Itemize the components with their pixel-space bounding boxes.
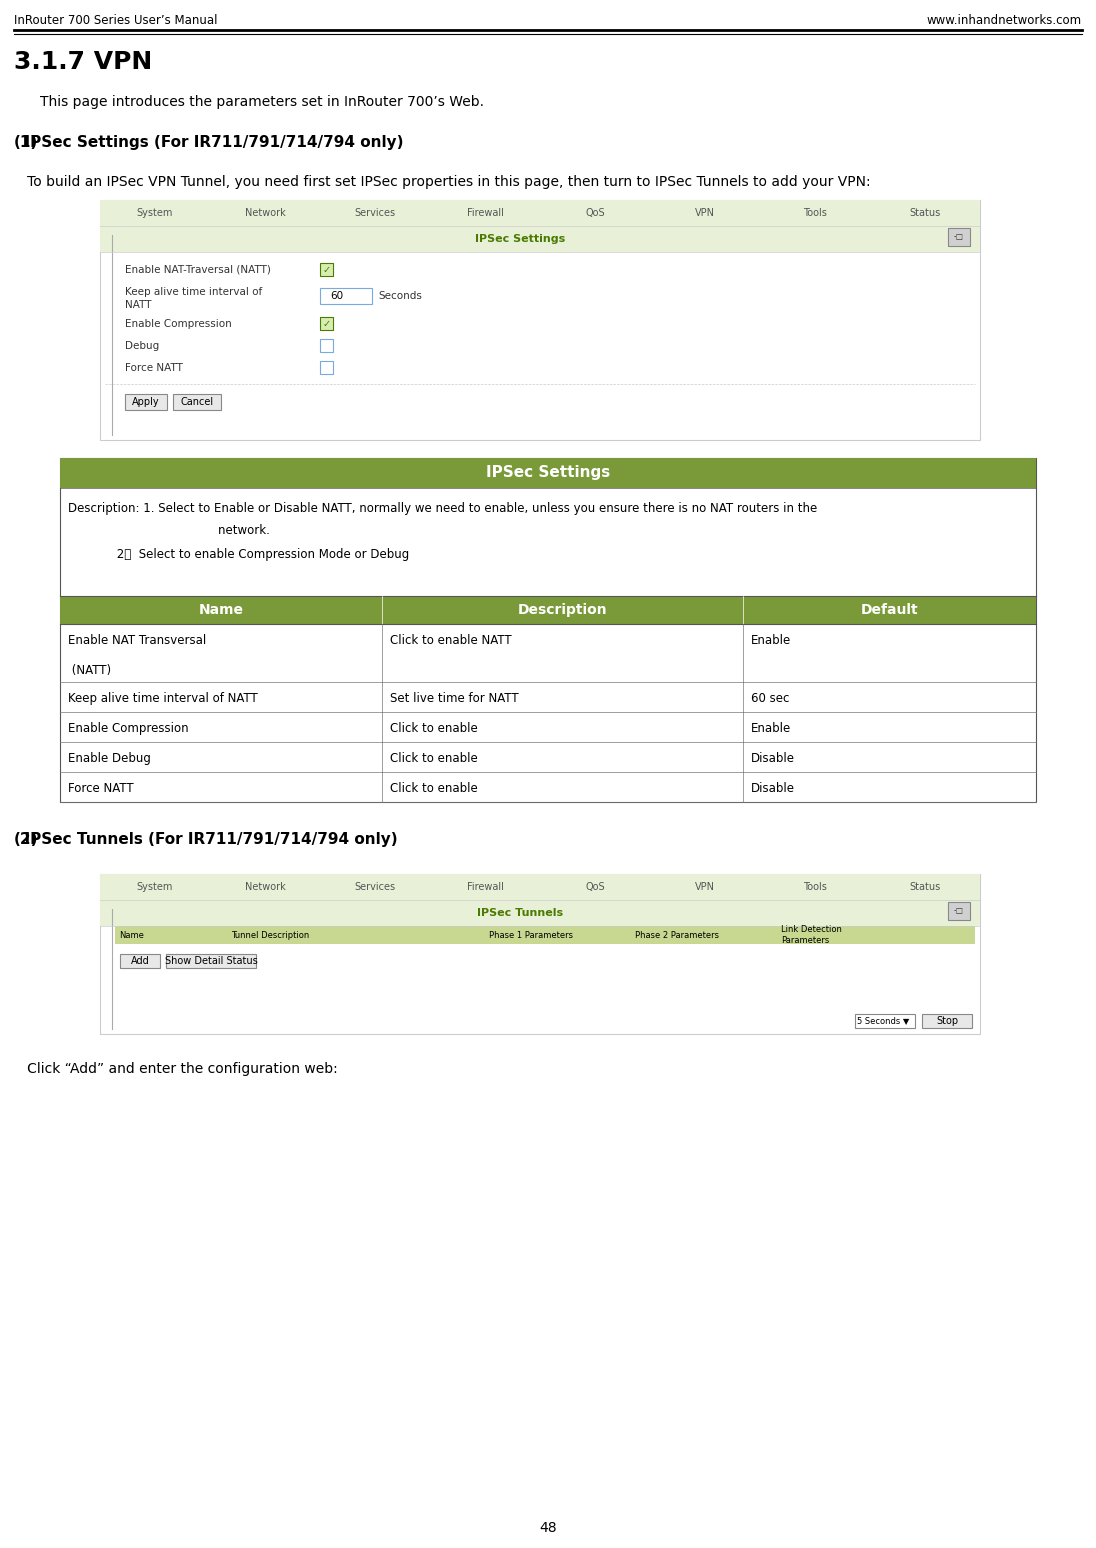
FancyBboxPatch shape — [320, 339, 333, 351]
Text: Keep alive time interval of NATT: Keep alive time interval of NATT — [68, 692, 258, 704]
Text: Tools: Tools — [803, 882, 827, 892]
FancyBboxPatch shape — [100, 899, 980, 926]
Text: Seconds: Seconds — [378, 291, 422, 300]
Text: Status: Status — [910, 207, 940, 218]
Text: Show Detail Status: Show Detail Status — [164, 957, 258, 966]
FancyBboxPatch shape — [100, 875, 980, 1034]
Text: Phase 2 Parameters: Phase 2 Parameters — [635, 930, 719, 940]
Text: Force NATT: Force NATT — [68, 782, 134, 796]
Text: To build an IPSec VPN Tunnel, you need first set IPSec properties in this page, : To build an IPSec VPN Tunnel, you need f… — [14, 175, 870, 189]
FancyBboxPatch shape — [60, 458, 1036, 488]
Text: Click to enable: Click to enable — [390, 752, 478, 765]
FancyBboxPatch shape — [320, 288, 372, 303]
Text: Enable Compression: Enable Compression — [125, 319, 231, 330]
Text: Services: Services — [354, 882, 396, 892]
FancyBboxPatch shape — [320, 361, 333, 375]
Text: System: System — [137, 207, 173, 218]
Text: Name: Name — [198, 604, 243, 618]
Text: IPSec Tunnels: IPSec Tunnels — [477, 909, 563, 918]
FancyBboxPatch shape — [60, 596, 1036, 624]
Text: 48: 48 — [539, 1522, 557, 1536]
FancyBboxPatch shape — [100, 875, 980, 899]
Text: QoS: QoS — [585, 207, 605, 218]
Text: IPSec Tunnels (For IR711/791/714/794 only): IPSec Tunnels (For IR711/791/714/794 onl… — [14, 831, 398, 847]
Text: Services: Services — [354, 207, 396, 218]
Text: (2): (2) — [14, 831, 38, 847]
Text: Enable: Enable — [751, 635, 791, 647]
Text: Network: Network — [244, 207, 285, 218]
Text: This page introduces the parameters set in InRouter 700’s Web.: This page introduces the parameters set … — [39, 94, 484, 108]
Text: Network: Network — [244, 882, 285, 892]
Text: Click to enable NATT: Click to enable NATT — [390, 635, 512, 647]
Text: Description: Description — [517, 604, 607, 618]
Text: 2．  Select to enable Compression Mode or Debug: 2． Select to enable Compression Mode or … — [68, 548, 409, 560]
FancyBboxPatch shape — [320, 317, 333, 330]
Text: IPSec Settings: IPSec Settings — [486, 466, 610, 480]
Text: Stop: Stop — [936, 1015, 958, 1026]
FancyBboxPatch shape — [948, 902, 970, 920]
Text: Tunnel Description: Tunnel Description — [231, 930, 309, 940]
Text: Default: Default — [860, 604, 918, 618]
FancyBboxPatch shape — [100, 200, 980, 440]
Text: -□: -□ — [954, 907, 964, 915]
FancyBboxPatch shape — [115, 926, 975, 944]
FancyBboxPatch shape — [165, 954, 256, 968]
Text: InRouter 700 Series User’s Manual: InRouter 700 Series User’s Manual — [14, 14, 217, 26]
Text: Enable: Enable — [751, 721, 791, 735]
Text: VPN: VPN — [695, 882, 715, 892]
Text: www.inhandnetworks.com: www.inhandnetworks.com — [927, 14, 1082, 26]
Text: Firewall: Firewall — [467, 882, 503, 892]
FancyBboxPatch shape — [948, 228, 970, 246]
Text: Phase 1 Parameters: Phase 1 Parameters — [489, 930, 573, 940]
Text: Enable NAT-Traversal (NATT): Enable NAT-Traversal (NATT) — [125, 265, 271, 276]
Text: (1): (1) — [14, 135, 38, 150]
Text: Tools: Tools — [803, 207, 827, 218]
Text: 5 Seconds ▼: 5 Seconds ▼ — [857, 1017, 910, 1025]
Text: -□: -□ — [954, 232, 964, 241]
Text: Debug: Debug — [125, 341, 159, 351]
Text: Apply: Apply — [133, 396, 160, 407]
Text: Cancel: Cancel — [181, 396, 214, 407]
FancyBboxPatch shape — [125, 395, 167, 410]
Text: Disable: Disable — [751, 782, 796, 796]
Text: Add: Add — [130, 957, 149, 966]
Text: Firewall: Firewall — [467, 207, 503, 218]
Text: Description: 1. Select to Enable or Disable NATT, normally we need to enable, un: Description: 1. Select to Enable or Disa… — [68, 502, 818, 515]
Text: Keep alive time interval of: Keep alive time interval of — [125, 286, 262, 297]
Text: network.: network. — [68, 525, 270, 537]
Text: 3.1.7 VPN: 3.1.7 VPN — [14, 50, 152, 74]
FancyBboxPatch shape — [173, 395, 221, 410]
Text: Set live time for NATT: Set live time for NATT — [390, 692, 518, 704]
Text: 60: 60 — [330, 291, 343, 300]
Text: Enable Compression: Enable Compression — [68, 721, 189, 735]
Text: Click to enable: Click to enable — [390, 782, 478, 796]
Text: VPN: VPN — [695, 207, 715, 218]
Text: 60 sec: 60 sec — [751, 692, 789, 704]
FancyBboxPatch shape — [100, 226, 980, 252]
Text: Enable Debug: Enable Debug — [68, 752, 151, 765]
FancyBboxPatch shape — [320, 263, 333, 276]
Text: Name: Name — [119, 930, 144, 940]
Text: Force NATT: Force NATT — [125, 362, 183, 373]
Text: Enable NAT Transversal

 (NATT): Enable NAT Transversal (NATT) — [68, 635, 206, 676]
Text: NATT: NATT — [125, 300, 151, 310]
Text: IPSec Settings (For IR711/791/714/794 only): IPSec Settings (For IR711/791/714/794 on… — [14, 135, 403, 150]
Text: QoS: QoS — [585, 882, 605, 892]
Text: System: System — [137, 882, 173, 892]
Text: IPSec Settings: IPSec Settings — [475, 234, 566, 245]
Text: Click to enable: Click to enable — [390, 721, 478, 735]
FancyBboxPatch shape — [60, 458, 1036, 802]
FancyBboxPatch shape — [922, 1014, 972, 1028]
Text: ✓: ✓ — [322, 265, 331, 276]
Text: Link Detection
Parameters: Link Detection Parameters — [781, 926, 842, 944]
FancyBboxPatch shape — [100, 200, 980, 226]
Text: Disable: Disable — [751, 752, 796, 765]
Text: Click “Add” and enter the configuration web:: Click “Add” and enter the configuration … — [14, 1062, 338, 1076]
Text: ✓: ✓ — [322, 319, 331, 330]
Text: Status: Status — [910, 882, 940, 892]
FancyBboxPatch shape — [855, 1014, 915, 1028]
FancyBboxPatch shape — [119, 954, 160, 968]
